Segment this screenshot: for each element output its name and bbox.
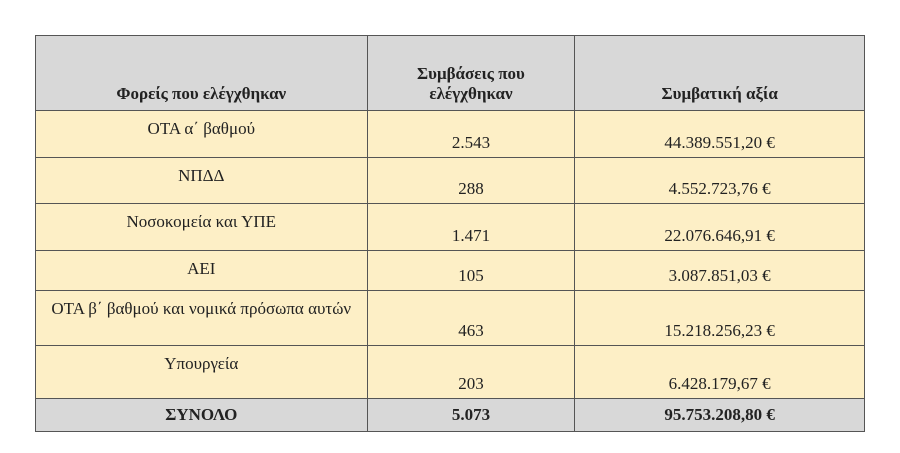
table-row: Νοσοκομεία και ΥΠΕ 1.471 22.076.646,91 € [35,203,865,251]
contracts-table: Φορείς που ελέγχθηκαν Συμβάσεις που ελέγχ… [35,35,865,432]
table-cell: ΑΕΙ [35,250,368,291]
table-cell: 4.552.723,76 € [574,157,865,204]
table-cell: 105 [366,250,576,291]
header-cell: Συμβάσεις που ελέγχθηκαν [366,35,576,111]
table-cell: 288 [366,157,576,204]
table-cell: Νοσοκομεία και ΥΠΕ [35,203,368,251]
table-cell: 6.428.179,67 € [574,345,865,399]
header-cell: Συμβατική αξία [574,35,865,111]
table-cell: 3.087.851,03 € [574,250,865,291]
header-cell: Φορείς που ελέγχθηκαν [35,35,368,111]
table-row: Υπουργεία 203 6.428.179,67 € [35,345,865,399]
table-row: ΑΕΙ 105 3.087.851,03 € [35,250,865,291]
table-row: ΝΠΔΔ 288 4.552.723,76 € [35,157,865,204]
table-cell: ΝΠΔΔ [35,157,368,204]
table-cell: 2.543 [366,110,576,158]
table-cell: 463 [366,290,576,346]
table-row: ΟΤΑ α΄ βαθμού 2.543 44.389.551,20 € [35,110,865,158]
header-row: Φορείς που ελέγχθηκαν Συμβάσεις που ελέγχ… [35,35,865,111]
table-cell: 44.389.551,20 € [574,110,865,158]
table-cell: Υπουργεία [35,345,368,399]
table-cell: 1.471 [366,203,576,251]
total-row: ΣΥΝΟΛΟ 5.073 95.753.208,80 € [35,398,865,432]
table-cell: 22.076.646,91 € [574,203,865,251]
total-cell: ΣΥΝΟΛΟ [35,398,368,432]
table-row: ΟΤΑ β΄ βαθμού και νομικά πρόσωπα αυτών 46… [35,290,865,346]
table-cell: ΟΤΑ α΄ βαθμού [35,110,368,158]
table-cell: 15.218.256,23 € [574,290,865,346]
table-cell: ΟΤΑ β΄ βαθμού και νομικά πρόσωπα αυτών [35,290,368,346]
table-cell: 203 [366,345,576,399]
total-cell: 95.753.208,80 € [574,398,865,432]
total-cell: 5.073 [366,398,576,432]
